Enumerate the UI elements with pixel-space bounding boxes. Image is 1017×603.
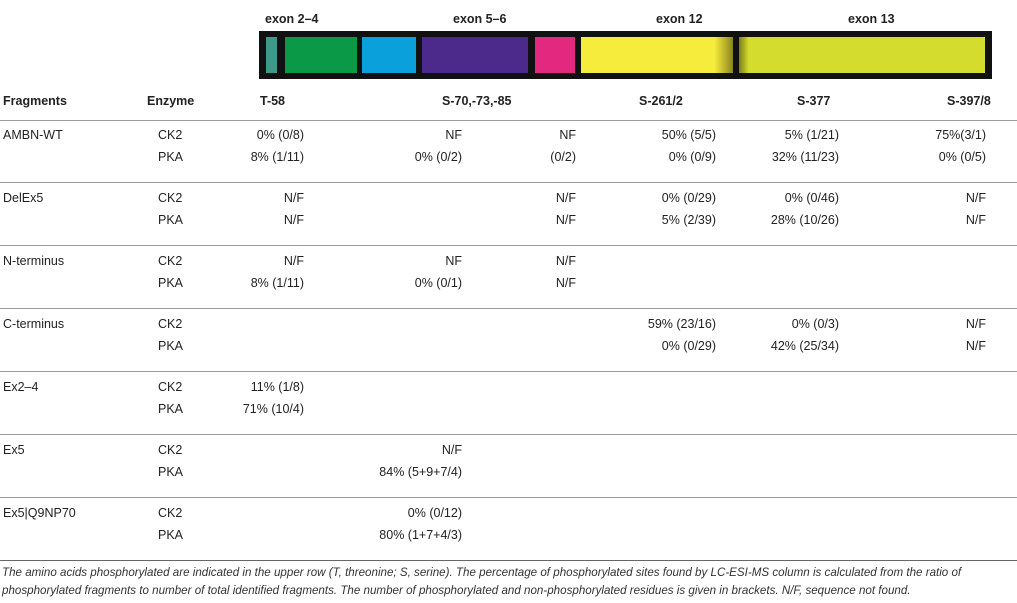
exon-segment-3 xyxy=(362,37,416,73)
header-fragments: Fragments xyxy=(3,94,67,108)
table-cell: 28% (10/26) xyxy=(770,213,839,227)
enzyme-pka: PKA xyxy=(158,402,184,416)
row-divider xyxy=(0,245,1017,246)
enzyme-pka: PKA xyxy=(158,213,184,227)
header-site-s377: S-377 xyxy=(797,94,831,108)
table-cell: NF xyxy=(559,128,576,142)
exon-label-5-6: exon 5–6 xyxy=(453,12,507,26)
table-cell: 5% (1/21) xyxy=(784,128,839,142)
fragment-name: Ex5 xyxy=(3,443,25,457)
table-cell: N/F xyxy=(555,213,576,227)
table-cell: 0% (0/2) xyxy=(414,150,462,164)
table-cell: 0% (0/8) xyxy=(256,128,304,142)
table-cell: NF xyxy=(445,128,462,142)
header-site-s70: S-70,-73,-85 xyxy=(442,94,512,108)
header-enzyme: Enzyme xyxy=(147,94,195,108)
table-cell: N/F xyxy=(283,191,304,205)
row-divider xyxy=(0,308,1017,309)
table-cell: 50% (5/5) xyxy=(661,128,716,142)
header-divider xyxy=(0,120,1017,121)
exon-segment-2 xyxy=(285,37,357,73)
table-cell: N/F xyxy=(965,317,986,331)
table-cell: N/F xyxy=(965,213,986,227)
header-site-s261: S-261/2 xyxy=(639,94,683,108)
fragment-name: AMBN-WT xyxy=(3,128,63,142)
fragment-name: Ex2–4 xyxy=(3,380,39,394)
header-site-s397: S-397/8 xyxy=(947,94,991,108)
header-site-t58: T-58 xyxy=(260,94,286,108)
table-cell: 0% (0/29) xyxy=(661,191,716,205)
exon-segment-5 xyxy=(535,37,575,73)
table-cell: N/F xyxy=(283,254,304,268)
exon-segment-6 xyxy=(581,37,733,73)
enzyme-pka: PKA xyxy=(158,339,184,353)
table-cell: 32% (11/23) xyxy=(771,150,839,164)
enzyme-ck2: CK2 xyxy=(158,191,183,205)
table-cell: N/F xyxy=(283,213,304,227)
row-divider xyxy=(0,497,1017,498)
table-cell: 42% (25/34) xyxy=(770,339,839,353)
table-cell: N/F xyxy=(555,254,576,268)
table-cell: N/F xyxy=(965,191,986,205)
exon-diagram-bar xyxy=(259,31,992,79)
enzyme-pka: PKA xyxy=(158,276,184,290)
table-caption: The amino acids phosphorylated are indic… xyxy=(2,566,962,597)
exon-segment-4 xyxy=(422,37,528,73)
table-cell: 0% (0/5) xyxy=(938,150,986,164)
enzyme-ck2: CK2 xyxy=(158,380,183,394)
enzyme-pka: PKA xyxy=(158,528,184,542)
table-cell: NF xyxy=(445,254,462,268)
table-cell: N/F xyxy=(555,276,576,290)
table-cell: 0% (0/46) xyxy=(784,191,839,205)
table-cell: 8% (1/11) xyxy=(250,276,304,290)
exon-segment-7 xyxy=(739,37,985,73)
enzyme-pka: PKA xyxy=(158,465,184,479)
table-cell: 11% (1/8) xyxy=(250,380,304,394)
table-cell: 80% (1+7+4/3) xyxy=(379,528,462,542)
table-cell: N/F xyxy=(555,191,576,205)
row-divider xyxy=(0,371,1017,372)
table-cell: 8% (1/11) xyxy=(250,150,304,164)
table-cell: 71% (10/4) xyxy=(242,402,304,416)
exon-segment-1 xyxy=(266,37,277,73)
table-cell: 75%(3/1) xyxy=(935,128,986,142)
row-divider xyxy=(0,560,1017,561)
table-cell: (0/2) xyxy=(550,150,576,164)
enzyme-pka: PKA xyxy=(158,150,184,164)
table-cell: 0% (0/12) xyxy=(407,506,462,520)
exon-label-2-4: exon 2–4 xyxy=(265,12,319,26)
table-cell: N/F xyxy=(965,339,986,353)
enzyme-ck2: CK2 xyxy=(158,254,183,268)
fragment-name: N-terminus xyxy=(3,254,65,268)
table-cell: 59% (23/16) xyxy=(647,317,716,331)
row-divider xyxy=(0,434,1017,435)
fragment-name: C-terminus xyxy=(3,317,65,331)
table-cell: 84% (5+9+7/4) xyxy=(379,465,462,479)
table-cell: 0% (0/29) xyxy=(661,339,716,353)
table-cell: N/F xyxy=(441,443,462,457)
enzyme-ck2: CK2 xyxy=(158,506,183,520)
enzyme-ck2: CK2 xyxy=(158,317,183,331)
enzyme-ck2: CK2 xyxy=(158,443,183,457)
fragment-name: Ex5|Q9NP70 xyxy=(3,506,76,520)
table-cell: 0% (0/1) xyxy=(414,276,462,290)
row-divider xyxy=(0,182,1017,183)
fragment-name: DelEx5 xyxy=(3,191,44,205)
table-cell: 0% (0/3) xyxy=(791,317,839,331)
exon-label-13: exon 13 xyxy=(848,12,895,26)
table-cell: 0% (0/9) xyxy=(668,150,716,164)
enzyme-ck2: CK2 xyxy=(158,128,183,142)
table-cell: 5% (2/39) xyxy=(661,213,716,227)
exon-label-12: exon 12 xyxy=(656,12,703,26)
